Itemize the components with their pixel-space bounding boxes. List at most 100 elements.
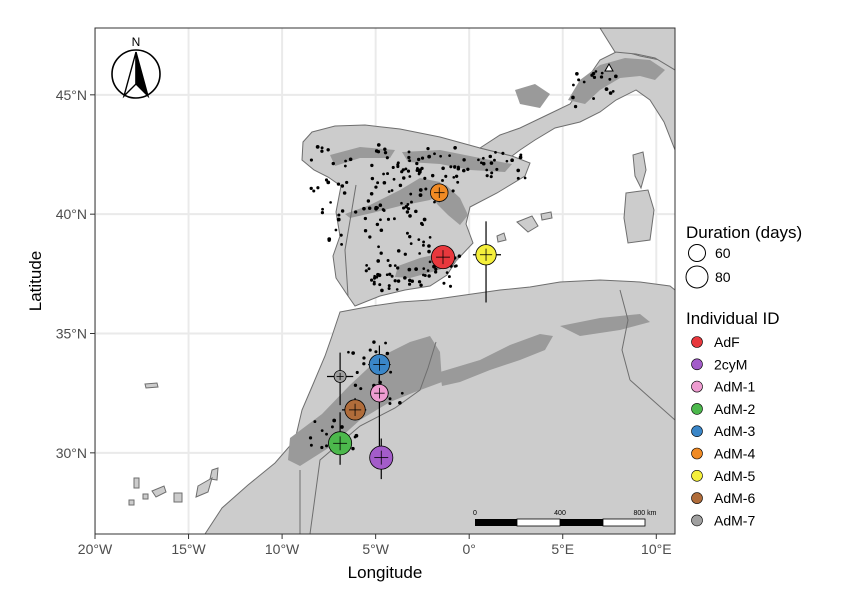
duration-legend: Duration (days) 60 80 <box>685 223 802 289</box>
occurrence-dot <box>325 444 329 448</box>
occurrence-dot <box>410 200 413 204</box>
y-tick-label: 30°N <box>56 445 87 461</box>
el-hierro <box>128 499 135 506</box>
occurrence-dot <box>351 351 355 355</box>
occurrence-dot <box>408 278 412 283</box>
occurrence-dot <box>321 207 324 211</box>
occurrence-dot <box>332 418 337 423</box>
occurrence-dot <box>362 206 366 211</box>
duration-legend-symbol-80 <box>685 265 709 289</box>
occurrence-dot <box>339 233 343 237</box>
occurrence-dot <box>444 174 448 178</box>
occurrence-dot <box>376 143 381 147</box>
occurrence-dot <box>390 274 394 278</box>
occurrence-dot <box>449 165 453 169</box>
occurrence-dot <box>372 280 376 284</box>
occurrence-dot <box>401 168 405 172</box>
occurrence-dot <box>423 274 427 277</box>
legend-label-adm-1: AdM-1 <box>714 379 755 395</box>
occurrence-dot <box>313 420 317 424</box>
occurrence-dot <box>366 199 371 203</box>
occurrence-dot <box>418 193 423 197</box>
occurrence-dot <box>398 401 402 405</box>
occurrence-dot <box>481 156 485 160</box>
occurrence-dot <box>575 71 579 76</box>
occurrence-dot <box>374 185 378 189</box>
occurrence-dot <box>510 158 514 163</box>
occurrence-dot <box>374 149 379 153</box>
occurrence-dot <box>572 83 575 87</box>
occurrence-dot <box>406 207 411 211</box>
occurrence-dot <box>611 90 615 93</box>
occurrence-dot <box>409 192 413 196</box>
occurrence-dot <box>453 165 457 169</box>
occurrence-dot <box>407 282 412 286</box>
occurrence-dot <box>309 158 313 162</box>
duration-legend-symbol-60 <box>688 244 706 262</box>
sardinia <box>623 189 655 244</box>
occurrence-dot <box>434 267 438 271</box>
occurrence-dot <box>344 159 347 163</box>
occurrence-dot <box>489 175 493 179</box>
occurrence-dot <box>439 154 442 158</box>
occurrence-dot <box>493 158 496 162</box>
occurrence-dot <box>423 176 427 180</box>
occurrence-dot <box>343 164 347 168</box>
legend-swatch-adm-5 <box>691 469 703 482</box>
occurrence-dot <box>519 153 523 157</box>
occurrence-dot <box>408 234 412 239</box>
x-tick-label: 20°W <box>78 541 113 557</box>
occurrence-dot <box>308 436 313 440</box>
north-africa <box>204 279 675 534</box>
x-tick-label: 15°W <box>171 541 206 557</box>
occurrence-dot <box>337 213 341 217</box>
occurrence-dot <box>608 91 613 95</box>
occurrence-dot <box>396 266 400 270</box>
occurrence-dot <box>424 187 428 191</box>
occurrence-dot <box>309 186 313 191</box>
occurrence-dot <box>430 173 435 178</box>
occurrence-dot <box>422 240 426 244</box>
occurrence-dot <box>386 259 390 263</box>
occurrence-dot <box>600 71 604 75</box>
occurrence-dot <box>383 147 387 151</box>
x-tick-label: 10°W <box>265 541 300 557</box>
occurrence-dot <box>408 159 412 163</box>
occurrence-dot <box>422 243 425 247</box>
occurrence-dot <box>433 200 436 204</box>
occurrence-dot <box>370 176 375 181</box>
north-arrow: N <box>111 35 161 99</box>
occurrence-dot <box>516 176 520 180</box>
occurrence-dot <box>418 188 423 192</box>
occurrence-dot <box>336 182 341 186</box>
occurrence-dot <box>442 281 446 285</box>
occurrence-dot <box>367 267 371 271</box>
y-tick-label: 40°N <box>56 206 87 222</box>
x-axis-title: Longitude <box>348 563 423 582</box>
occurrence-dot <box>422 267 426 270</box>
occurrence-dot <box>384 341 387 345</box>
occurrence-dot <box>577 78 581 82</box>
occurrence-dot <box>582 80 586 84</box>
occurrence-dot <box>490 171 494 175</box>
corsica <box>632 151 647 190</box>
y-tick-label: 35°N <box>56 326 87 342</box>
morocco-algeria-border <box>309 341 437 534</box>
occurrence-dot <box>415 168 419 172</box>
occurrence-dot <box>331 161 335 166</box>
occurrence-dot <box>434 270 438 274</box>
occurrence-dot <box>477 158 480 162</box>
occurrence-dot <box>441 166 445 171</box>
occurrence-dot <box>403 276 407 280</box>
ibiza <box>496 232 507 243</box>
occurrence-dot <box>383 151 388 155</box>
x-tick-label: 5°W <box>362 541 389 557</box>
occurrence-dot <box>320 146 324 150</box>
occurrence-dot <box>409 242 413 245</box>
occurrence-dot <box>594 70 598 73</box>
occurrence-dot <box>453 145 457 150</box>
legend-label-2cym: 2cyM <box>714 356 747 372</box>
occurrence-dot <box>404 167 408 171</box>
libya-border <box>629 379 675 421</box>
occurrence-dot <box>363 229 368 233</box>
